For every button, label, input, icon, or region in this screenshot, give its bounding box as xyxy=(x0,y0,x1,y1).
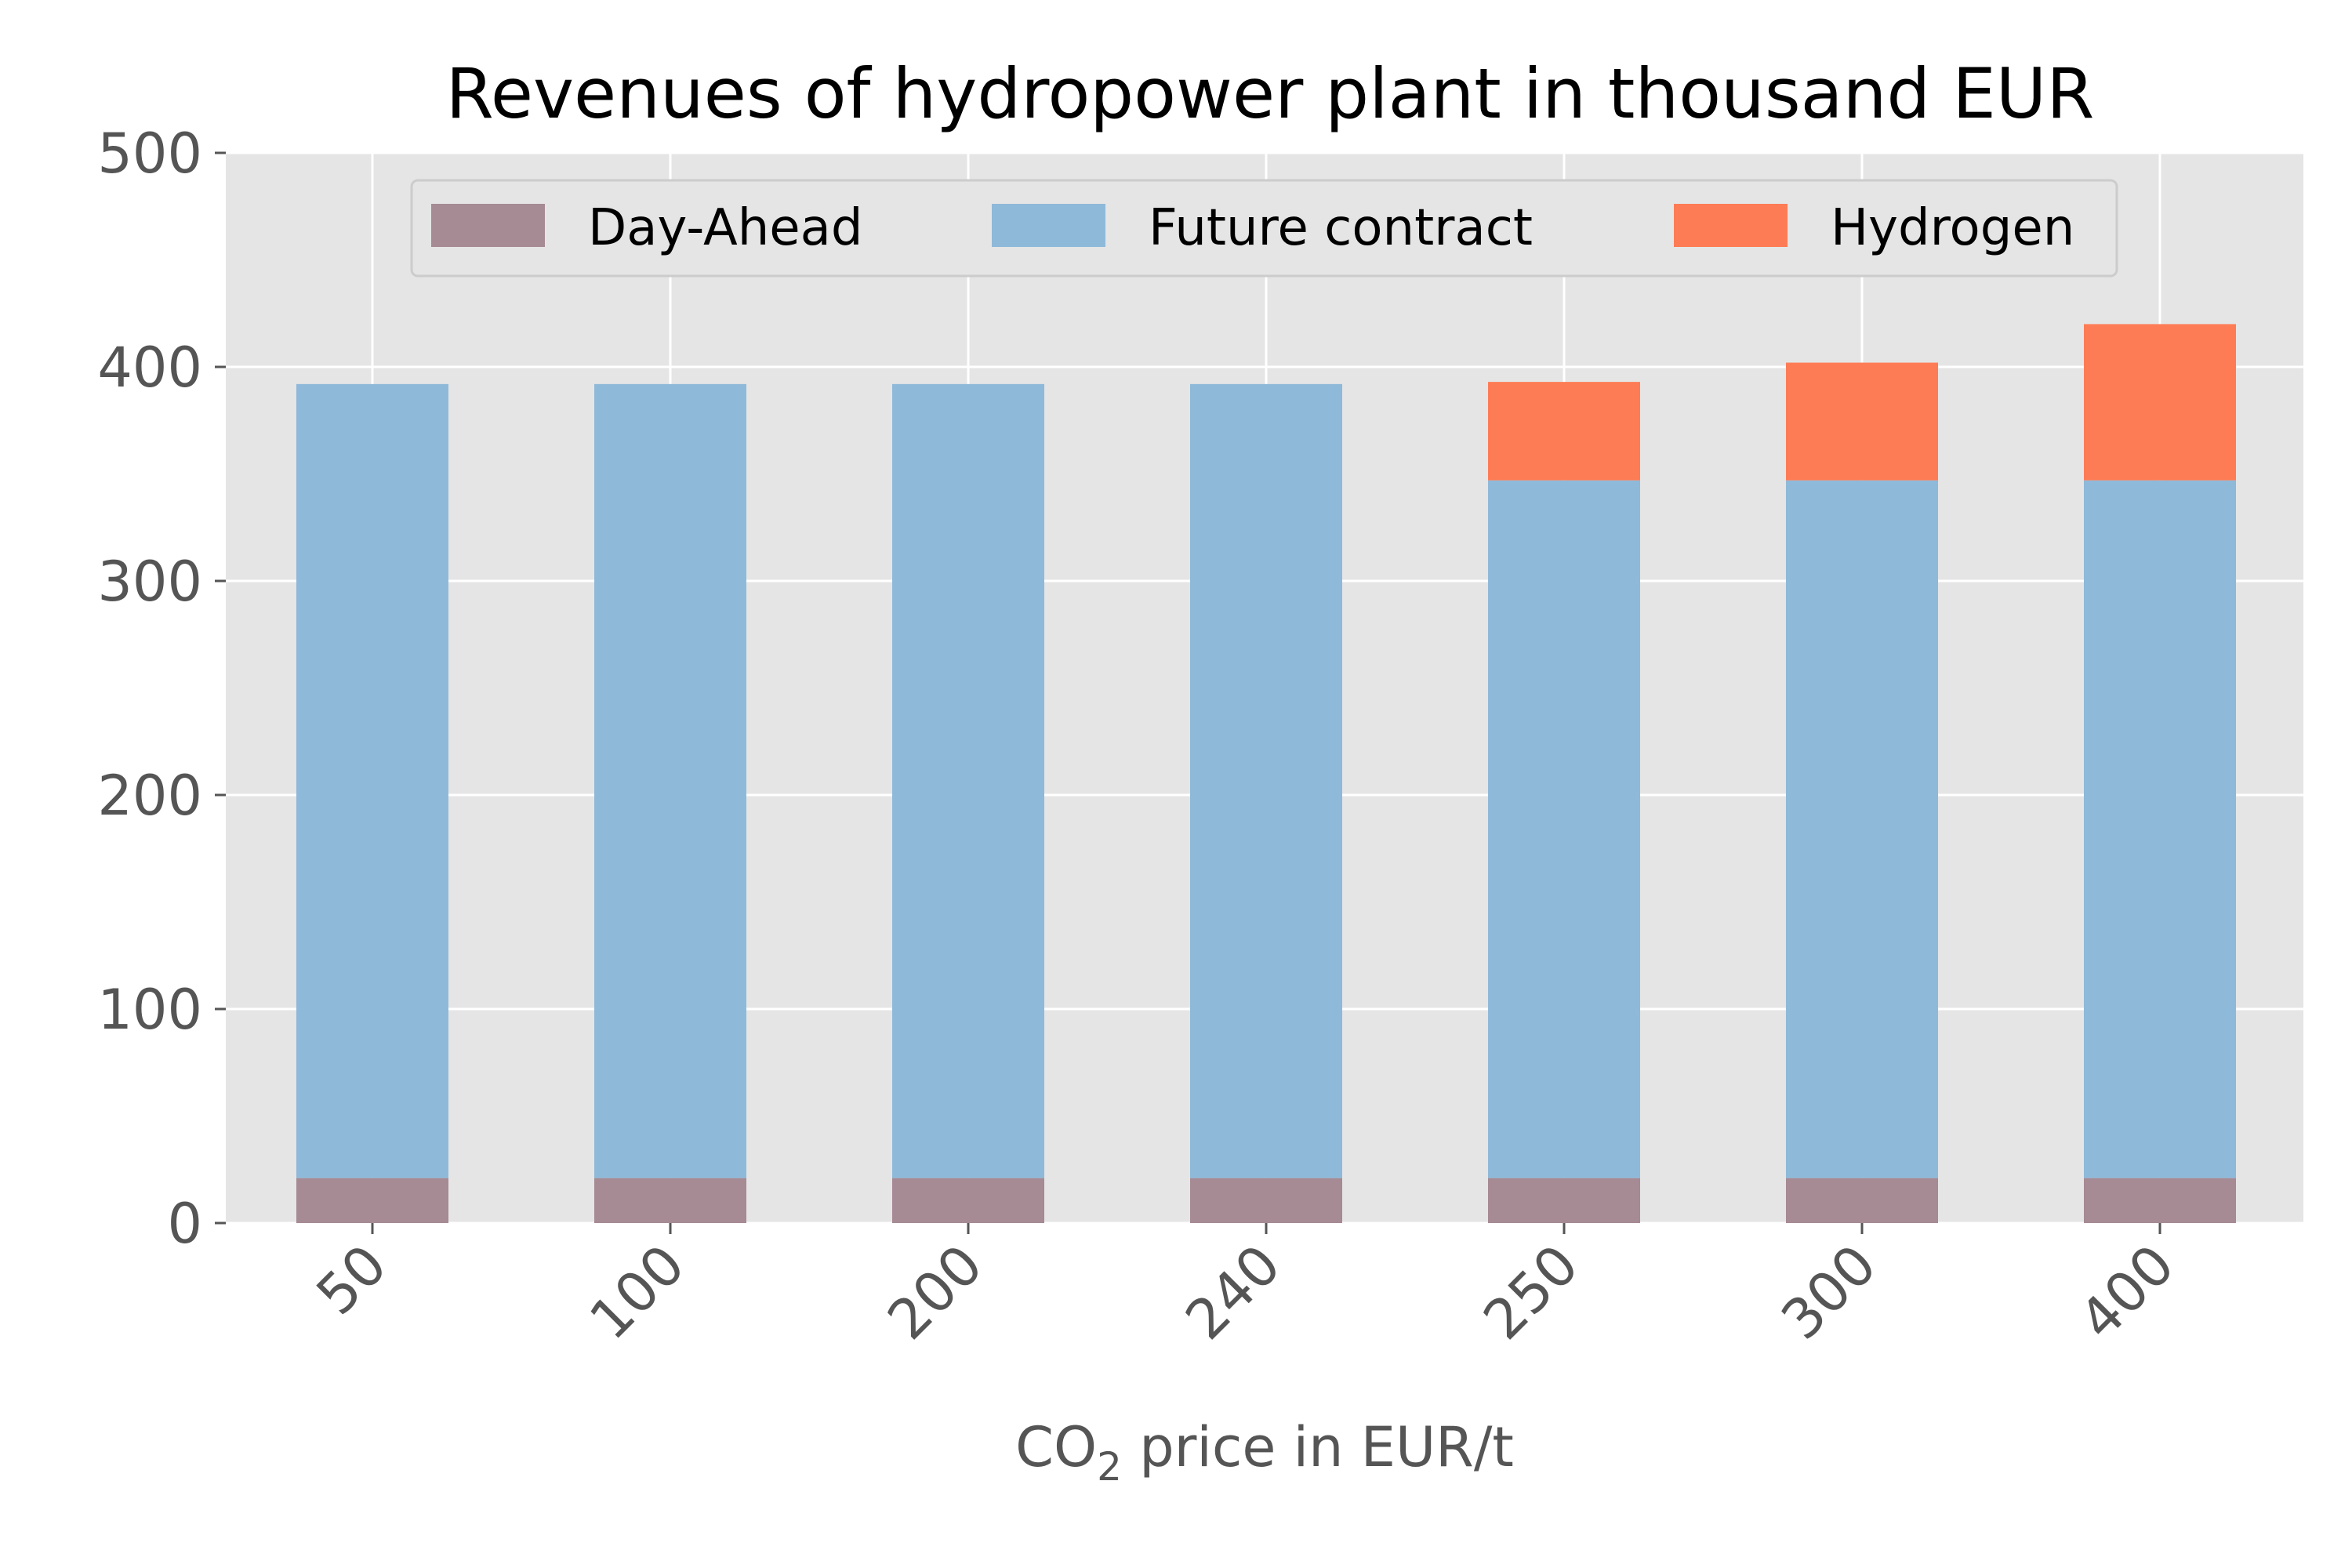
bar-day-ahead-50 xyxy=(296,1178,448,1223)
bar-future-contract-200 xyxy=(892,383,1044,1178)
bar-future-contract-300 xyxy=(1786,480,1938,1178)
bar-day-ahead-250 xyxy=(1488,1178,1640,1223)
legend-label: Hydrogen xyxy=(1831,199,2074,257)
bar-day-ahead-200 xyxy=(892,1178,1044,1223)
y-tick-label: 300 xyxy=(97,550,202,614)
y-tick-label: 500 xyxy=(97,122,202,186)
x-tick-label: 100 xyxy=(578,1232,697,1352)
legend-swatch-hydrogen xyxy=(1674,204,1788,247)
legend-label: Future contract xyxy=(1149,199,1533,257)
x-axis-label-subscript: 2 xyxy=(1097,1444,1122,1490)
bar-hydrogen-400 xyxy=(2084,324,2236,481)
x-tick-label: 250 xyxy=(1472,1232,1591,1352)
bar-day-ahead-100 xyxy=(594,1178,746,1223)
x-tick-label: 200 xyxy=(876,1232,995,1352)
x-axis-label-main: CO xyxy=(1015,1415,1097,1479)
x-axis-label: CO2 price in EUR/t xyxy=(1015,1415,1514,1490)
x-tick-label: 300 xyxy=(1769,1232,1889,1352)
y-tick-label: 0 xyxy=(167,1192,202,1256)
bar-future-contract-50 xyxy=(296,383,448,1178)
bars xyxy=(296,324,2236,1223)
y-tick-label: 100 xyxy=(97,978,202,1042)
bar-hydrogen-300 xyxy=(1786,362,1938,481)
legend-swatch-future-contract xyxy=(992,204,1105,247)
bar-hydrogen-250 xyxy=(1488,382,1640,481)
bar-day-ahead-400 xyxy=(2084,1178,2236,1223)
bar-future-contract-100 xyxy=(594,383,746,1178)
legend-label: Day-Ahead xyxy=(588,199,863,257)
bar-future-contract-400 xyxy=(2084,480,2236,1178)
x-tick-label: 400 xyxy=(2067,1232,2187,1352)
chart-title: Revenues of hydropower plant in thousand… xyxy=(446,53,2095,134)
y-tick-label: 200 xyxy=(97,764,202,828)
legend-swatch-day-ahead xyxy=(431,204,545,247)
x-axis: 50 100 200 240 250 300 400 xyxy=(304,1223,2187,1352)
bar-future-contract-250 xyxy=(1488,480,1640,1178)
x-axis-label-rest: price in EUR/t xyxy=(1122,1415,1514,1479)
legend: Day-Ahead Future contract Hydrogen xyxy=(410,179,2118,278)
y-tick-label: 400 xyxy=(97,336,202,400)
bar-day-ahead-300 xyxy=(1786,1178,1938,1223)
bar-day-ahead-240 xyxy=(1190,1178,1342,1223)
x-tick-label: 240 xyxy=(1174,1232,1293,1352)
bar-future-contract-240 xyxy=(1190,383,1342,1178)
y-axis: 0 100 200 300 400 500 xyxy=(97,122,226,1256)
x-tick-label: 50 xyxy=(304,1232,399,1327)
